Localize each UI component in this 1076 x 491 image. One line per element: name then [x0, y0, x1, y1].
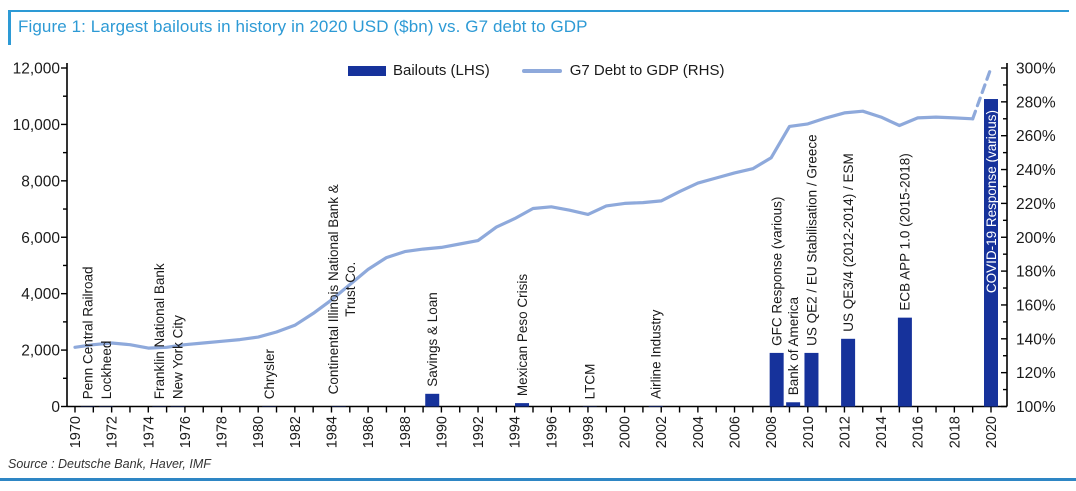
x-tick-label: 2012: [837, 416, 853, 448]
legend-item-debt-line: G7 Debt to GDP (RHS): [521, 62, 725, 79]
bailouts-swatch-icon: [348, 65, 386, 76]
bailout-annotation-10: GFC Response (various): [769, 197, 784, 346]
y-left-tick-label: 0: [51, 399, 60, 416]
bottom-rule: [0, 478, 1076, 481]
x-tick-label: 1986: [361, 416, 377, 448]
x-tick-label: 2002: [654, 416, 670, 448]
bailout-annotation-3: New York City: [170, 315, 185, 399]
figure-title: Figure 1: Largest bailouts in history in…: [18, 17, 588, 36]
x-tick-label: 1980: [251, 416, 267, 448]
x-tick-label: 2000: [618, 416, 634, 448]
bailout-annotation-12: US QE2 / EU Stabilisation / Greece: [804, 134, 819, 346]
g7-debt-line-forecast-dashed: [971, 66, 993, 121]
x-tick-label: 1974: [141, 416, 157, 448]
y-right-tick-label: 220%: [1016, 196, 1056, 213]
bailout-bar-9: [648, 405, 663, 407]
y-left-tick-label: 2,000: [21, 343, 60, 360]
bailout-annotation-0: Penn Central Railroad: [81, 266, 96, 399]
bailout-bar-7: [515, 403, 530, 407]
bailout-annotation-2: Franklin National Bank: [152, 263, 167, 399]
bailout-annotation-5-line0: Continental Illinois National Bank &: [326, 184, 341, 394]
x-tick-label: 1978: [215, 416, 231, 448]
source-text: Source : Deutsche Bank, Haver, IMF: [8, 457, 211, 471]
bailout-bar-11: [786, 402, 801, 407]
y-right-tick-label: 200%: [1016, 230, 1056, 247]
bailout-annotation-1: Lockheed: [99, 341, 114, 400]
y-left-tick-label: 4,000: [21, 286, 60, 303]
bailout-annotation-14: ECB APP 1.0 (2015-2018): [898, 153, 913, 310]
bailout-annotation-9: Airline Industry: [649, 309, 664, 399]
bailout-annotation-8: LTCM: [583, 364, 598, 400]
legend-bailouts-label: Bailouts (LHS): [393, 62, 490, 79]
bailout-annotation-6: Savings & Loan: [425, 292, 440, 387]
bailout-bar-14: [897, 317, 912, 407]
y-left-tick-label: 12,000: [13, 61, 61, 78]
y-right-tick-label: 120%: [1016, 365, 1056, 382]
x-tick-label: 2020: [984, 416, 1000, 448]
x-tick-label: 1990: [434, 416, 450, 448]
y-right-tick-label: 160%: [1016, 297, 1056, 314]
bailout-bar-6: [425, 393, 440, 407]
title-accent-bar: [8, 10, 11, 45]
y-right-tick-label: 240%: [1016, 162, 1056, 179]
x-tick-label: 2008: [764, 416, 780, 448]
y-left-tick-label: 10,000: [13, 117, 61, 134]
bailout-annotation-13: US QE3/4 (2012-2014) / ESM: [841, 153, 856, 332]
y-right-tick-label: 300%: [1016, 61, 1056, 78]
x-tick-label: 1976: [178, 416, 194, 448]
bailout-annotation-4: Chrysler: [262, 348, 277, 399]
debt-line-swatch-icon: [521, 68, 562, 73]
x-tick-label: 1994: [508, 416, 524, 448]
bailout-annotation-5-line1: Trust Co.: [343, 262, 358, 317]
legend-debt-label: G7 Debt to GDP (RHS): [569, 62, 725, 79]
x-tick-label: 2006: [728, 416, 744, 448]
x-tick-label: 1992: [471, 416, 487, 448]
x-tick-label: 1998: [581, 416, 597, 448]
y-right-tick-label: 180%: [1016, 264, 1056, 281]
top-rule: [8, 10, 1069, 12]
y-left-tick-label: 6,000: [21, 230, 60, 247]
bailout-bar-12: [804, 352, 819, 407]
bailout-annotation-15: COVID-19 Response (various): [984, 110, 999, 293]
x-tick-label: 1984: [324, 416, 340, 448]
x-tick-label: 1972: [105, 416, 121, 448]
y-right-tick-label: 280%: [1016, 94, 1056, 111]
x-tick-label: 2010: [801, 416, 817, 448]
x-tick-label: 2018: [947, 416, 963, 448]
chart-legend: Bailouts (LHS) G7 Debt to GDP (RHS): [348, 62, 724, 79]
x-tick-label: 2004: [691, 416, 707, 448]
bailout-bar-10: [769, 352, 784, 407]
legend-item-bailouts: Bailouts (LHS): [348, 62, 490, 79]
x-tick-label: 2016: [911, 416, 927, 448]
bailout-bar-15: [984, 99, 998, 407]
y-right-tick-label: 260%: [1016, 128, 1056, 145]
x-tick-label: 1988: [398, 416, 414, 448]
x-tick-label: 1970: [68, 416, 84, 448]
bailout-annotation-11: Bank of America: [786, 296, 801, 395]
bailout-annotation-7: Mexican Peso Crisis: [515, 274, 530, 397]
y-right-tick-label: 100%: [1016, 399, 1056, 416]
g7-debt-line: [73, 109, 975, 350]
y-right-tick-label: 140%: [1016, 331, 1056, 348]
x-tick-label: 2014: [874, 416, 890, 448]
x-tick-label: 1982: [288, 416, 304, 448]
bailout-bar-13: [841, 338, 856, 407]
x-tick-label: 1996: [544, 416, 560, 448]
y-left-tick-label: 8,000: [21, 173, 60, 190]
